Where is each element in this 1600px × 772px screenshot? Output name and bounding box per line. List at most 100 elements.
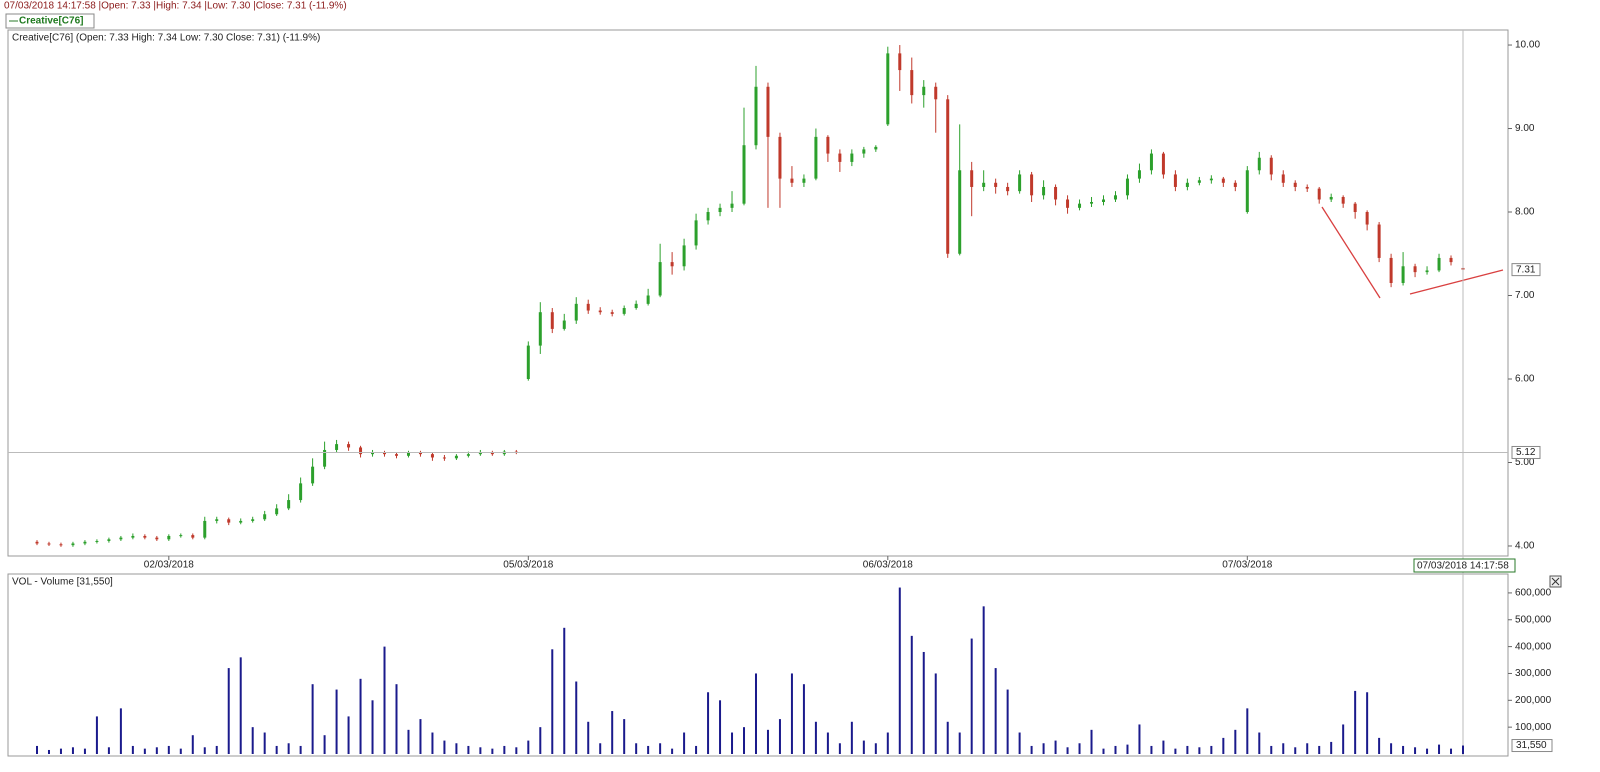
volume-bar	[503, 745, 506, 754]
volume-bar	[994, 668, 997, 754]
volume-bar	[119, 708, 122, 754]
volume-bar	[1294, 747, 1297, 754]
volume-bar	[36, 745, 38, 754]
candle-body	[143, 535, 147, 538]
candle-body	[1293, 182, 1297, 187]
y-tick-label: 7.00	[1515, 290, 1535, 301]
volume-bar	[443, 740, 446, 754]
volume-bar	[59, 748, 62, 754]
candle-body	[1018, 174, 1022, 192]
candle-body	[862, 149, 866, 154]
price-title: Creative[C76] (Open: 7.33 High: 7.34 Low…	[12, 33, 320, 44]
candle-body	[490, 452, 494, 455]
volume-bar	[215, 745, 218, 754]
candle-body	[1449, 257, 1453, 263]
candle-body	[1245, 170, 1249, 213]
volume-bar	[778, 719, 781, 754]
candle-body	[550, 312, 554, 329]
candle-body	[227, 519, 231, 523]
volume-bar	[1402, 745, 1405, 754]
candle-body	[802, 178, 806, 183]
volume-bar	[1030, 745, 1033, 754]
candle-body	[131, 535, 135, 538]
trend-line[interactable]	[1321, 206, 1381, 299]
volume-bar	[862, 740, 865, 754]
candle-body	[934, 86, 938, 100]
last-volume-box	[1511, 739, 1553, 753]
candle-body	[430, 454, 434, 458]
candle-body	[239, 520, 243, 523]
volume-bar	[1414, 747, 1417, 754]
candle-body	[826, 136, 830, 154]
volume-bar	[143, 748, 146, 754]
volume-bar	[1006, 689, 1009, 754]
candle-body	[790, 178, 794, 183]
volume-bar	[431, 732, 434, 754]
volume-bar	[239, 657, 242, 754]
volume-bar	[1342, 724, 1345, 754]
candle-body	[682, 245, 686, 267]
candle-body	[538, 312, 542, 346]
volume-bar	[599, 743, 602, 754]
candle-body	[454, 455, 458, 459]
volume-bar	[395, 684, 398, 754]
candle-body	[1006, 186, 1010, 192]
volume-bar	[1390, 743, 1393, 754]
candle-body	[275, 508, 279, 515]
candle-body	[1221, 178, 1225, 183]
volume-bar	[1258, 732, 1261, 754]
candle-body	[778, 136, 782, 179]
volume-bar	[1114, 745, 1117, 754]
candle-body	[1365, 212, 1369, 225]
candle-body	[263, 514, 267, 520]
candle-body	[1173, 174, 1177, 187]
volume-bar	[359, 678, 362, 754]
volume-bar	[946, 721, 949, 754]
volume-bar	[251, 727, 254, 754]
volume-bar	[107, 747, 110, 754]
candle-body	[1269, 157, 1273, 175]
volume-bar	[455, 743, 458, 754]
volume-bar	[1126, 744, 1129, 754]
volume-bar	[922, 651, 925, 754]
volume-bar	[1246, 708, 1249, 754]
volume-panel	[7, 573, 1509, 757]
candle-body	[754, 86, 758, 146]
candle-body	[371, 452, 375, 455]
candle-body	[598, 310, 602, 313]
candle-body	[922, 86, 926, 96]
y-tick-label: 6.00	[1515, 374, 1535, 385]
crosshair-price-box	[1511, 445, 1541, 459]
volume-bar	[179, 748, 182, 754]
candle-body	[406, 452, 410, 456]
volume-bar	[719, 700, 722, 754]
volume-bar	[671, 748, 674, 754]
candle-body	[35, 541, 39, 544]
volume-bar	[850, 721, 853, 754]
candle-body	[394, 454, 398, 456]
candle-body	[1329, 196, 1333, 200]
candle-body	[658, 262, 662, 296]
candle-body	[1137, 170, 1141, 179]
candle-body	[898, 53, 902, 71]
y-tick-label: 9.00	[1515, 123, 1535, 134]
candle-body	[706, 212, 710, 221]
candle-body	[946, 99, 950, 254]
candle-body	[1209, 178, 1213, 181]
candle-body	[1353, 203, 1357, 213]
candle-body	[1090, 201, 1094, 204]
candle-body	[167, 535, 171, 540]
candle-body	[251, 519, 255, 521]
volume-bar	[167, 745, 170, 754]
volume-bar	[814, 721, 817, 754]
volume-bar	[683, 732, 686, 754]
candle-body	[1113, 195, 1117, 200]
tab-label[interactable]: Creative[C76]	[19, 16, 83, 27]
volume-bar	[1210, 745, 1213, 754]
candle-body	[478, 452, 482, 455]
trend-line[interactable]	[1409, 269, 1504, 295]
crosshair-price-label: 5.12	[1516, 447, 1536, 458]
tab[interactable]	[5, 13, 95, 29]
volume-bar	[1306, 743, 1309, 754]
volume-bar	[707, 692, 710, 754]
